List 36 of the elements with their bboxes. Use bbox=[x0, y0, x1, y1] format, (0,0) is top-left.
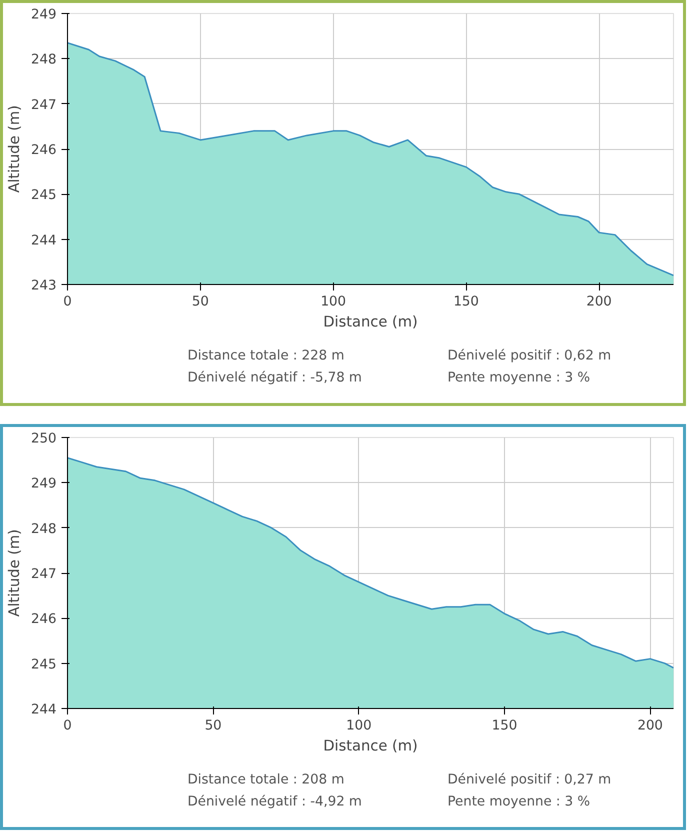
y-tick-label: 243 bbox=[31, 278, 57, 294]
text: Pente moyenne : 3 % bbox=[448, 794, 590, 810]
y-axis-title: Altitude (m) bbox=[6, 105, 24, 193]
text: Dénivelé positif : 0,27 m bbox=[448, 772, 612, 788]
x-tick-label: 0 bbox=[63, 294, 72, 310]
y-tick-label: 248 bbox=[31, 52, 57, 68]
x-axis-title: Distance (m) bbox=[323, 738, 418, 754]
text: Dénivelé positif : 0,62 m bbox=[448, 348, 612, 364]
y-tick-label: 245 bbox=[31, 188, 57, 204]
y-tick-label: 245 bbox=[31, 657, 57, 672]
text: Dénivelé négatif : -5,78 m bbox=[188, 370, 362, 386]
x-tick-label: 150 bbox=[453, 294, 479, 310]
x-tick-label: 50 bbox=[192, 294, 209, 310]
x-tick-label: 200 bbox=[586, 294, 612, 310]
y-tick-label: 246 bbox=[31, 143, 57, 158]
text: Pente moyenne : 3 % bbox=[448, 370, 590, 386]
y-tick-label: 246 bbox=[31, 612, 57, 628]
y-tick-label: 249 bbox=[31, 476, 57, 492]
y-tick-label: 244 bbox=[31, 233, 57, 248]
x-tick-label: 150 bbox=[492, 718, 518, 734]
y-tick-label: 244 bbox=[31, 702, 57, 718]
y-tick-label: 248 bbox=[31, 522, 57, 537]
text: Distance totale : 228 m bbox=[188, 348, 344, 364]
y-tick-label: 247 bbox=[31, 567, 57, 582]
text: Dénivelé négatif : -4,92 m bbox=[188, 794, 362, 810]
x-tick-label: 100 bbox=[346, 718, 372, 734]
x-tick-label: 200 bbox=[637, 718, 663, 734]
y-tick-label: 247 bbox=[31, 98, 57, 113]
y-tick-label: 250 bbox=[31, 432, 57, 446]
y-tick-label: 249 bbox=[31, 8, 57, 22]
y-axis-title: Altitude (m) bbox=[6, 529, 24, 617]
x-tick-label: 50 bbox=[204, 718, 222, 734]
text: Distance totale : 208 m bbox=[188, 772, 344, 788]
x-axis-title: Distance (m) bbox=[323, 314, 418, 330]
x-tick-label: 0 bbox=[63, 718, 72, 734]
x-tick-label: 100 bbox=[320, 294, 346, 310]
